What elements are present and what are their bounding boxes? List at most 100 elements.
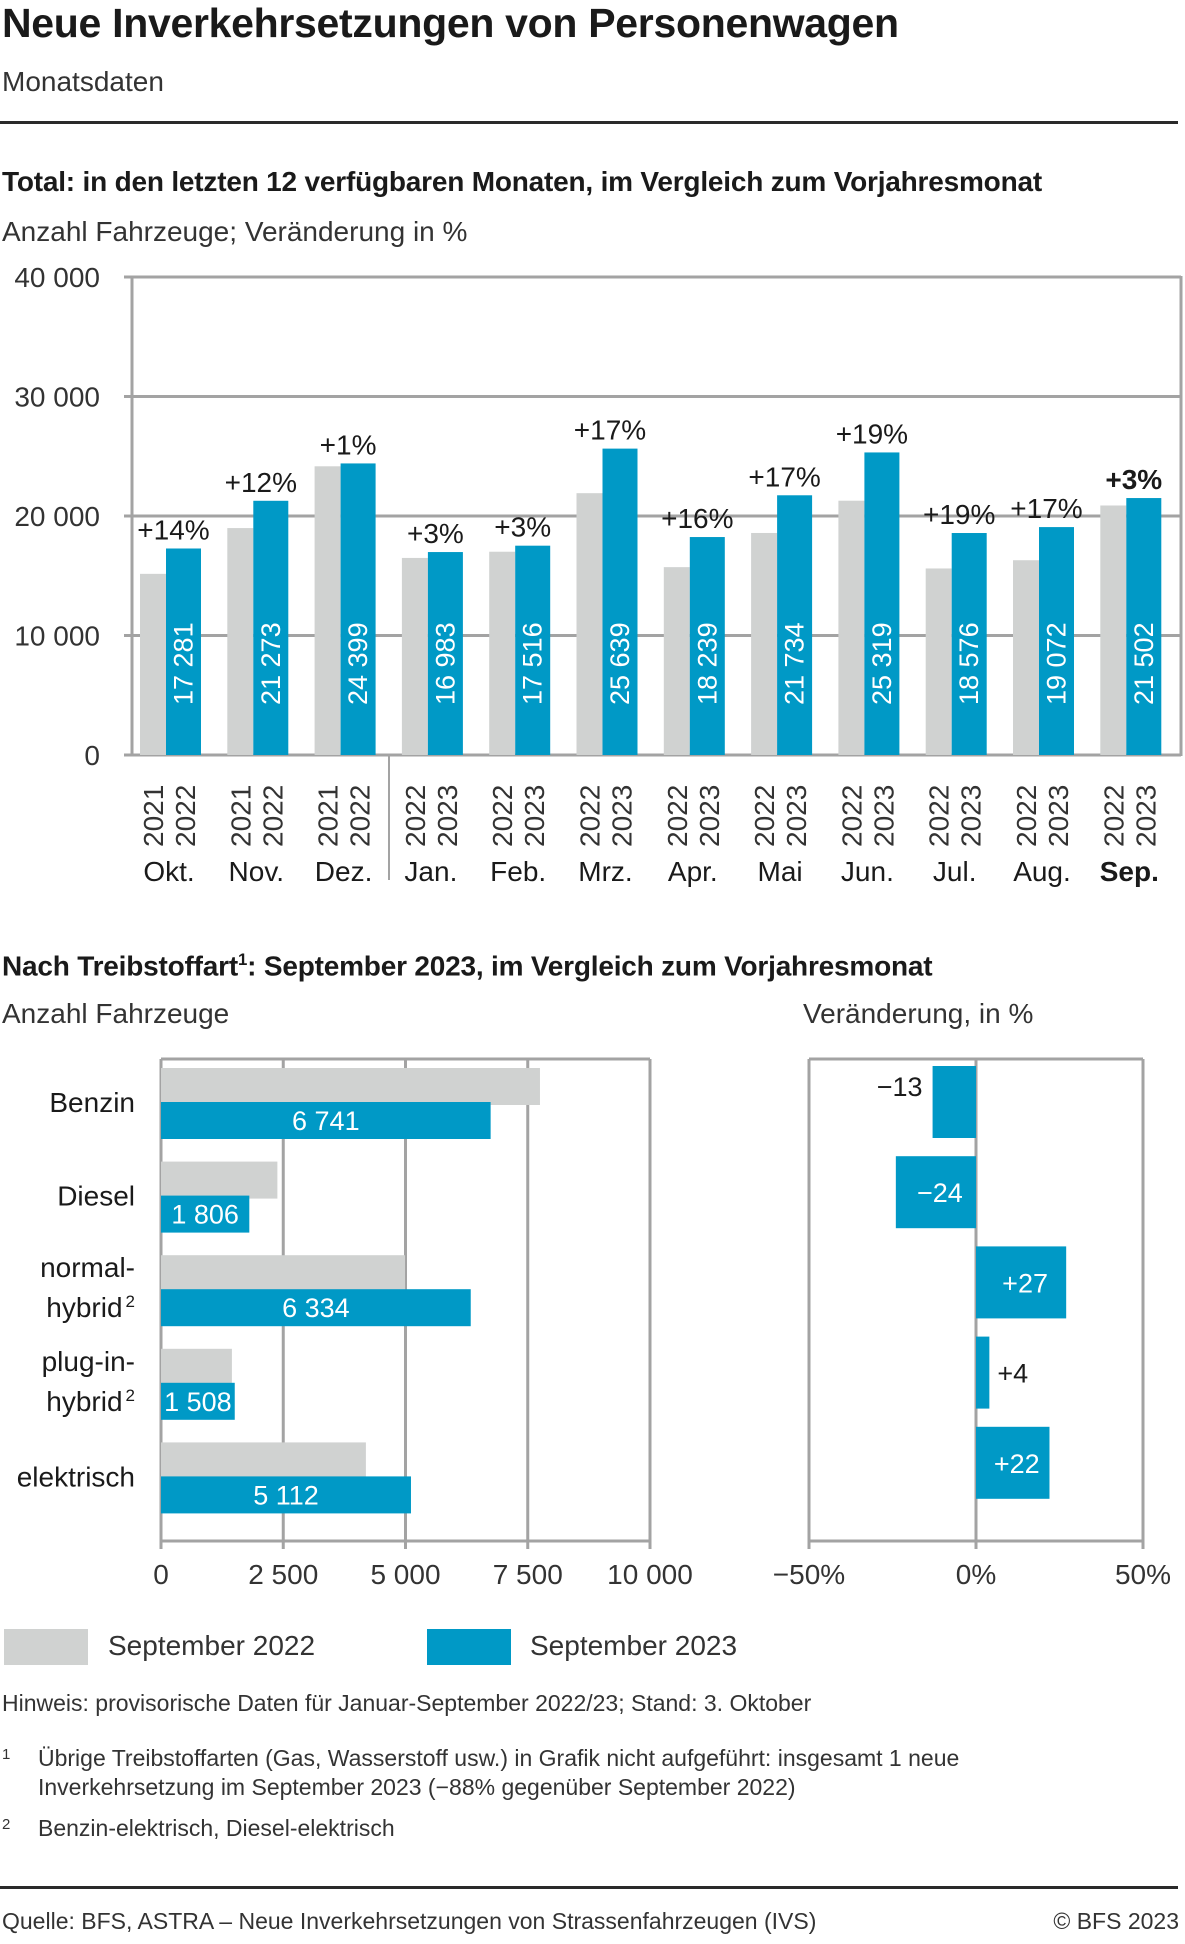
section2-heading-text-rest: : September 2023, im Vergleich zum Vorja… <box>247 950 933 982</box>
footnote-2-number: 2 <box>2 1816 11 1833</box>
year-label: 2023 <box>694 785 725 847</box>
bar-value-label: 25 319 <box>867 622 897 705</box>
bar-previous-year <box>314 466 341 755</box>
year-label: 2022 <box>924 785 955 847</box>
bar-previous-year <box>1100 505 1127 755</box>
bar-value-label: 24 399 <box>343 622 373 705</box>
bar-current-year <box>161 1289 471 1327</box>
category-label: normal- <box>40 1252 135 1283</box>
bar-value-label: 6 334 <box>282 1293 350 1323</box>
footnote-1-text-cont: Inverkehrsetzung im September 2023 (−88%… <box>38 1774 796 1800</box>
category-label: hybrid 2 <box>46 1292 135 1323</box>
month-label: Apr. <box>668 856 718 887</box>
bar-value-label: 18 576 <box>954 622 984 705</box>
bar-value-label: +4 <box>997 1359 1028 1389</box>
x-tick-label: 10 000 <box>607 1559 693 1590</box>
legend-swatch-2023 <box>427 1629 511 1665</box>
bar-change <box>895 1156 976 1229</box>
bar-value-label: +22 <box>994 1449 1040 1479</box>
bar-value-label: 21 734 <box>780 622 810 705</box>
footnote-1-number: 1 <box>2 1746 11 1763</box>
change-label: +17% <box>574 415 646 446</box>
bar-current-year <box>166 548 201 755</box>
y-tick-label: 40 000 <box>14 262 100 293</box>
bar-value-label: 16 983 <box>430 622 460 705</box>
year-label: 2023 <box>432 785 463 847</box>
bar-current-year <box>951 533 987 755</box>
bar-previous-year <box>576 493 603 755</box>
bar-previous-year <box>401 557 428 755</box>
change-label: +12% <box>225 467 297 498</box>
bar-previous-year <box>161 1442 366 1480</box>
month-label: Nov. <box>229 856 285 887</box>
legend-swatch-2022 <box>4 1629 88 1665</box>
bar-current-year <box>340 463 376 755</box>
category-label: plug-in- <box>42 1346 135 1377</box>
bar-previous-year <box>1013 560 1039 755</box>
year-label: 2023 <box>956 785 987 847</box>
x-tick-label: 0 <box>153 1559 169 1590</box>
bar-value-label: 21 273 <box>256 622 286 705</box>
hinweis-note: Hinweis: provisorische Daten für Januar-… <box>2 1690 812 1716</box>
month-label: Jan. <box>404 856 457 887</box>
bar-current-year <box>1039 527 1074 755</box>
bar-change <box>976 1336 990 1409</box>
month-label: Jul. <box>933 856 977 887</box>
bar-current-year <box>161 1382 235 1420</box>
bar-value-label: 25 639 <box>605 622 635 705</box>
bar-value-label: 19 072 <box>1042 622 1072 705</box>
section2-heading: Nach Treibstoffart1: September 2023, im … <box>2 950 933 982</box>
legend-label-2023: September 2023 <box>530 1630 738 1661</box>
year-label: 2022 <box>575 785 606 847</box>
footnote-1-text: Übrige Treibstoffarten (Gas, Wasserstoff… <box>38 1745 960 1771</box>
bar-current-year <box>427 552 463 755</box>
bar-current-year <box>253 500 289 755</box>
header-divider <box>0 121 1178 124</box>
month-label: Okt. <box>143 856 194 887</box>
year-label: 2022 <box>487 785 518 847</box>
bar-current-year <box>689 537 725 755</box>
y-tick-label: 10 000 <box>14 621 100 652</box>
month-label: Aug. <box>1013 856 1071 887</box>
footnote-ref: 1 <box>238 950 248 969</box>
y-tick-label: 20 000 <box>14 501 100 532</box>
bar-value-label: 1 508 <box>164 1387 232 1417</box>
category-label: Benzin <box>49 1087 135 1118</box>
bar-current-year <box>161 1102 491 1139</box>
fuel-type-bar-chart: 0 2 500 5 000 7 500 10 000 6 741 Benzin 1 806 Di… <box>17 1057 693 1590</box>
bar-current-year <box>602 448 638 755</box>
change-label: +3% <box>1105 464 1162 495</box>
bars <box>140 448 1162 755</box>
change-label: +17% <box>1010 493 1082 524</box>
bar-current-year <box>161 1195 250 1233</box>
bar-change <box>976 1246 1067 1319</box>
page-title: Neue Inverkehrsetzungen von Personenwage… <box>2 0 899 46</box>
change-bar-chart: −50% 0% 50% −13 −24 +27 +4 +22 <box>773 1057 1171 1590</box>
month-label: Jun. <box>841 856 894 887</box>
bars <box>161 1068 540 1514</box>
year-label: 2023 <box>519 785 550 847</box>
bar-value-label: −24 <box>917 1178 963 1208</box>
bar-value-label: −13 <box>877 1072 923 1102</box>
year-label: 2022 <box>170 785 201 847</box>
month-label: Sep. <box>1100 856 1159 887</box>
year-label: 2023 <box>868 785 899 847</box>
year-label: 2022 <box>749 785 780 847</box>
y-tick-label: 30 000 <box>14 382 100 413</box>
footnote-2-text: Benzin-elektrisch, Diesel-elektrisch <box>38 1815 395 1841</box>
year-label: 2023 <box>1043 785 1074 847</box>
bar-value-label: 6 741 <box>292 1106 360 1136</box>
y-tick-label: 0 <box>84 740 100 771</box>
bar-current-year <box>515 545 551 755</box>
section2-left-unit: Anzahl Fahrzeuge <box>2 998 230 1029</box>
year-label: 2023 <box>607 785 638 847</box>
change-label: +3% <box>407 518 464 549</box>
change-label: +1% <box>320 429 377 460</box>
grid <box>124 275 1183 880</box>
category-label: hybrid 2 <box>46 1386 135 1417</box>
bar-current-year <box>1126 498 1162 755</box>
x-tick-label: −50% <box>773 1559 845 1590</box>
bar-previous-year <box>663 567 690 755</box>
